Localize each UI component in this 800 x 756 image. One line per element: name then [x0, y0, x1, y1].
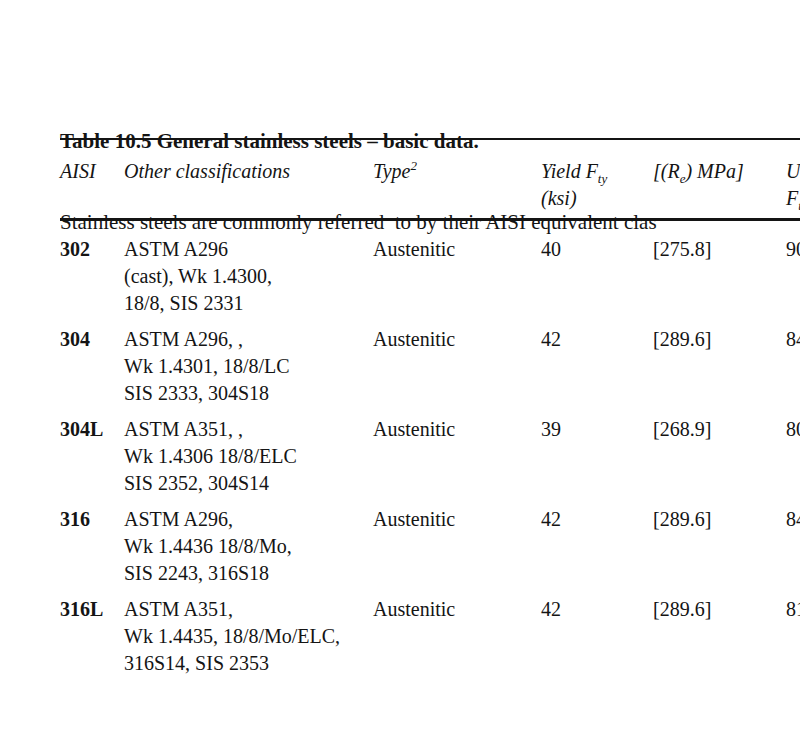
other-line: Wk 1.4436 18/8/Mo, — [124, 533, 373, 560]
ult-cell-clipped: 84 — [786, 506, 800, 533]
table-row-316L: 316L ASTM A351, Wk 1.4435, 18/8/Mo/ELC, … — [60, 596, 800, 677]
table-body: 302 ASTM A296 (cast), Wk 1.4300, 18/8, S… — [60, 236, 800, 686]
other-classifications-cell: ASTM A296, , Wk 1.4301, 18/8/LC SIS 2333… — [124, 326, 373, 407]
yield-cell: 40 — [541, 236, 653, 263]
header-re-mpa: [(Re) MPa] — [653, 158, 786, 185]
type-cell: Austenitic — [373, 326, 541, 353]
aisi-cell: 304L — [60, 416, 124, 443]
header-type-text: Type — [373, 160, 410, 182]
other-line: SIS 2333, 304S18 — [124, 380, 373, 407]
other-line: ASTM A296, — [124, 506, 373, 533]
re-mpa-cell: [289.6] — [653, 596, 786, 623]
table-row-304: 304 ASTM A296, , Wk 1.4301, 18/8/LC SIS … — [60, 326, 800, 407]
aisi-cell: 316L — [60, 596, 124, 623]
ult-cell-clipped: 90 — [786, 236, 800, 263]
type-cell: Austenitic — [373, 416, 541, 443]
header-re-suffix: ) MPa] — [685, 160, 743, 182]
type-cell: Austenitic — [373, 596, 541, 623]
re-mpa-cell: [275.8] — [653, 236, 786, 263]
header-other-classifications: Other classifications — [124, 158, 373, 185]
aisi-cell: 304 — [60, 326, 124, 353]
other-line: 18/8, SIS 2331 — [124, 290, 373, 317]
other-line: (cast), Wk 1.4300, — [124, 263, 373, 290]
table-header-row: AISI Other classifications Type2 Yield F… — [60, 158, 800, 212]
header-yield-text: Yield F — [541, 160, 598, 182]
header-ult-line1: U — [786, 158, 800, 185]
header-ult-line2: Ft — [786, 185, 800, 212]
ult-cell-clipped: 80 — [786, 416, 800, 443]
ult-cell-clipped: 81 — [786, 596, 800, 623]
other-line: SIS 2352, 304S14 — [124, 470, 373, 497]
header-ult-text: F — [786, 187, 798, 209]
header-type-footnote: 2 — [410, 158, 417, 173]
header-rule — [60, 218, 800, 221]
header-type: Type2 — [373, 158, 541, 185]
yield-cell: 42 — [541, 506, 653, 533]
other-classifications-cell: ASTM A351, Wk 1.4435, 18/8/Mo/ELC, 316S1… — [124, 596, 373, 677]
yield-cell: 42 — [541, 596, 653, 623]
re-mpa-cell: [289.6] — [653, 506, 786, 533]
table-subtitle: Stainless steels are commonly referred t… — [60, 209, 657, 236]
header-re-text: [(R — [653, 160, 680, 182]
header-yield-line2: (ksi) — [541, 185, 653, 212]
header-yield: Yield Fty (ksi) — [541, 158, 653, 212]
type-cell: Austenitic — [373, 236, 541, 263]
aisi-cell: 316 — [60, 506, 124, 533]
other-line: Wk 1.4435, 18/8/Mo/ELC, — [124, 623, 373, 650]
ult-cell-clipped: 84 — [786, 326, 800, 353]
top-rule — [60, 138, 800, 140]
yield-cell: 42 — [541, 326, 653, 353]
other-line: SIS 2243, 316S18 — [124, 560, 373, 587]
header-ult-clipped: U Ft — [786, 158, 800, 212]
header-yield-line1: Yield Fty — [541, 158, 653, 185]
other-classifications-cell: ASTM A351, , Wk 1.4306 18/8/ELC SIS 2352… — [124, 416, 373, 497]
yield-cell: 39 — [541, 416, 653, 443]
type-cell: Austenitic — [373, 506, 541, 533]
other-line: ASTM A351, , — [124, 416, 373, 443]
table-row-316: 316 ASTM A296, Wk 1.4436 18/8/Mo, SIS 22… — [60, 506, 800, 587]
table-row-304L: 304L ASTM A351, , Wk 1.4306 18/8/ELC SIS… — [60, 416, 800, 497]
re-mpa-cell: [268.9] — [653, 416, 786, 443]
header-yield-subscript: ty — [598, 171, 607, 186]
other-line: Wk 1.4301, 18/8/LC — [124, 353, 373, 380]
scanned-document-page: Table 10.5 General stainless steels – ba… — [0, 0, 800, 756]
other-line: 316S14, SIS 2353 — [124, 650, 373, 677]
other-line: Wk 1.4306 18/8/ELC — [124, 443, 373, 470]
table-title: Table 10.5 General stainless steels – ba… — [60, 128, 657, 155]
other-line: ASTM A296 — [124, 236, 373, 263]
header-aisi: AISI — [60, 158, 124, 185]
re-mpa-cell: [289.6] — [653, 326, 786, 353]
other-classifications-cell: ASTM A296 (cast), Wk 1.4300, 18/8, SIS 2… — [124, 236, 373, 317]
aisi-cell: 302 — [60, 236, 124, 263]
table-row-302: 302 ASTM A296 (cast), Wk 1.4300, 18/8, S… — [60, 236, 800, 317]
other-line: ASTM A296, , — [124, 326, 373, 353]
other-line: ASTM A351, — [124, 596, 373, 623]
other-classifications-cell: ASTM A296, Wk 1.4436 18/8/Mo, SIS 2243, … — [124, 506, 373, 587]
